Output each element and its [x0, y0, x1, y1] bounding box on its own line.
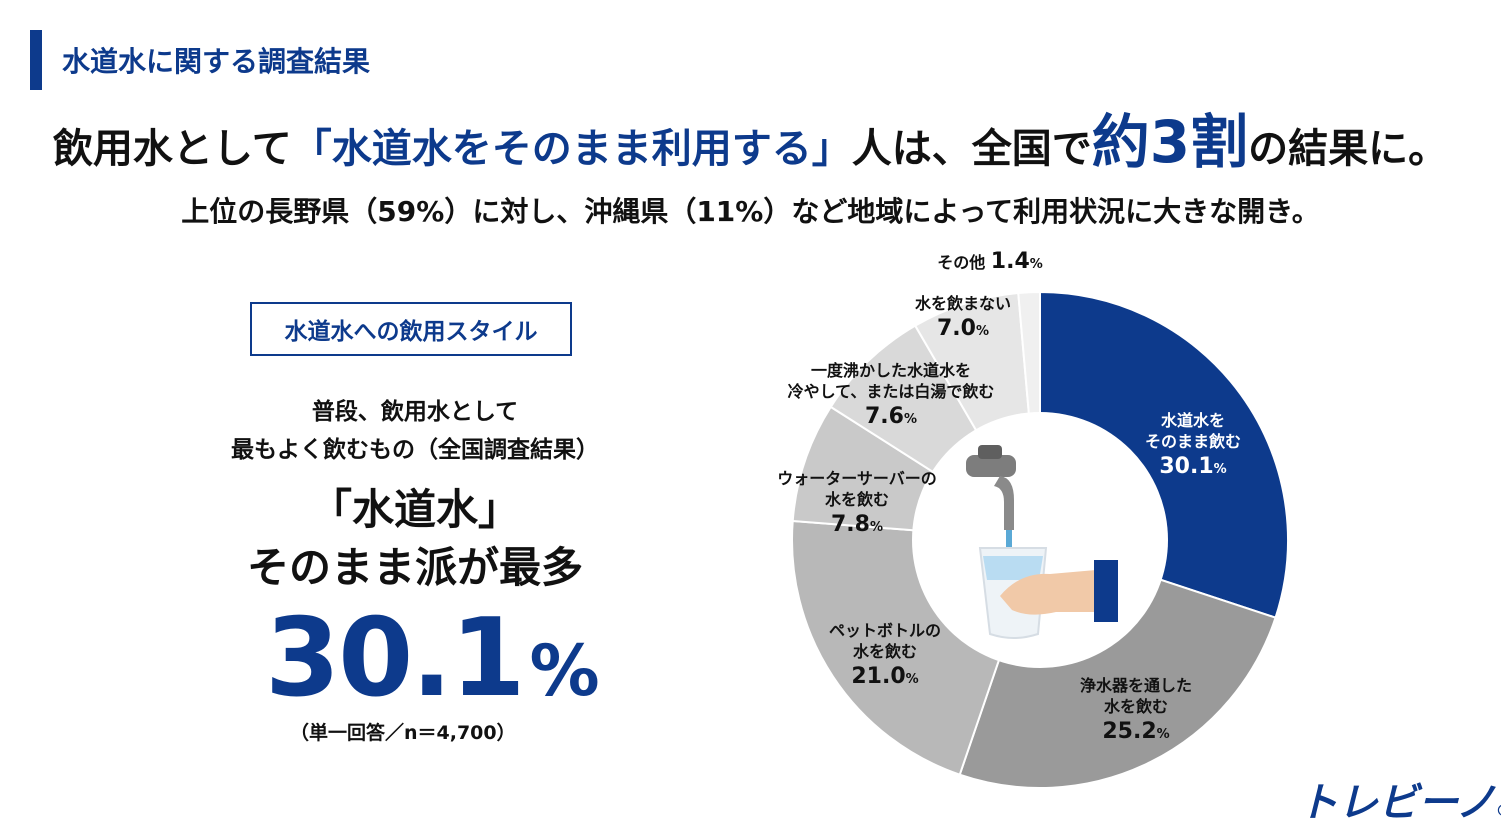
description-line2: 最もよく飲むもの（全国調査結果） [231, 437, 599, 463]
slice-value-line: 7.6% [781, 406, 1001, 430]
headline-part3: 人は、全国で [851, 126, 1092, 172]
slice-unit: % [975, 324, 989, 339]
slice-unit: % [1029, 257, 1043, 272]
slice-unit: % [1213, 462, 1227, 477]
slice-unit: % [869, 520, 883, 535]
hand-icon [1000, 570, 1098, 615]
big-percentage: 30.1% [265, 605, 600, 713]
slice-label-line1: 水を飲まない [914, 294, 1011, 313]
brand-logo: トレビーノ® [1298, 770, 1501, 828]
slice-label-1: 水道水をそのまま飲む 30.1% [1083, 410, 1303, 480]
slice-label-line2: 冷やして、または白湯で飲む [787, 382, 995, 401]
big-percentage-unit: % [529, 630, 599, 712]
slice-label-line1: ウォーターサーバーの [777, 469, 937, 488]
sleeve-cuff-icon [1094, 560, 1118, 622]
headline-highlight: 約3割 [1091, 108, 1249, 176]
headline-part2: 「水道水をそのまま利用する」 [291, 126, 852, 172]
slice-label-line2: 水を飲む [824, 490, 889, 509]
slice-value-line: 30.1% [1083, 456, 1303, 480]
section-title: 水道水に関する調査結果 [62, 45, 371, 78]
slice-value: 21.0 [851, 664, 906, 689]
faucet-and-cup-illustration [966, 445, 1118, 639]
slice-value-line: 7.8% [747, 514, 967, 538]
slice-label-line2: そのまま飲む [1144, 432, 1241, 451]
water-stream-icon [1006, 530, 1012, 550]
slice-unit: % [903, 412, 917, 427]
faucet-handle-icon [978, 445, 1002, 459]
slice-label-4: ウォーターサーバーの 水を飲む 7.8% [747, 468, 967, 538]
slice-label-7: その他 1.4% [880, 251, 1100, 275]
description-line1: 普段、飲用水として [311, 399, 519, 425]
claim-text: そのまま派が最多 [246, 543, 583, 592]
slice-label-6: 水を飲まない 7.0% [853, 293, 1073, 342]
headline: 飲用水として「水道水をそのまま利用する」人は、全国で約3割の結果に。 [0, 95, 1501, 179]
headline-part1: 飲用水として [52, 126, 292, 172]
slice-unit: % [1156, 727, 1170, 742]
tap-water-quote: 「水道水」 [309, 485, 520, 534]
slice-value-line: 7.0% [853, 318, 1073, 342]
slice-label-text: その他 [937, 253, 991, 272]
slice-label-2: 浄水器を通した 水を飲む 25.2% [1026, 675, 1246, 745]
slice-value: 7.8 [830, 512, 870, 537]
brand-logo-text: トレビーノ [1298, 780, 1496, 826]
headline-part4: の結果に。 [1248, 126, 1449, 172]
slice-unit: % [905, 672, 919, 687]
faucet-spout-icon [994, 476, 1014, 530]
slice-value: 25.2 [1102, 719, 1157, 744]
slice-label-3: ペットボトルの 水を飲む 21.0% [775, 620, 995, 690]
survey-note: （単一回答／n＝4,700） [290, 722, 516, 744]
slice-label-line2: 水を飲む [1103, 697, 1168, 716]
slice-value: 1.4 [990, 249, 1030, 274]
slice-label-line1: 水道水を [1160, 411, 1225, 430]
slice-value-line: 21.0% [775, 666, 995, 690]
subheadline: 上位の長野県（59%）に対し、沖縄県（11%）など地域によって利用状況に大きな開… [181, 195, 1320, 228]
faucet-icon [966, 455, 1016, 477]
big-percentage-value: 30.1 [265, 596, 525, 721]
slice-label-line1: 一度沸かした水道水を [810, 361, 971, 380]
slice-value: 7.6 [864, 404, 904, 429]
slice-label-5: 一度沸かした水道水を冷やして、または白湯で飲む 7.6% [781, 360, 1001, 430]
slice-label-line1: その他 1.4% [880, 251, 1100, 275]
slice-value: 7.0 [936, 316, 976, 341]
slice-label-line1: 浄水器を通した [1079, 676, 1192, 695]
registered-mark: ® [1496, 801, 1501, 820]
header-accent-bar [30, 30, 42, 90]
drinking-style-box: 水道水への飲用スタイル [250, 302, 572, 356]
cup-water-icon [983, 556, 1043, 580]
slice-value: 30.1 [1159, 454, 1214, 479]
slice-label-line2: 水を飲む [852, 642, 917, 661]
slice-value-line: 25.2% [1026, 721, 1246, 745]
slice-label-line1: ペットボトルの [828, 621, 941, 640]
